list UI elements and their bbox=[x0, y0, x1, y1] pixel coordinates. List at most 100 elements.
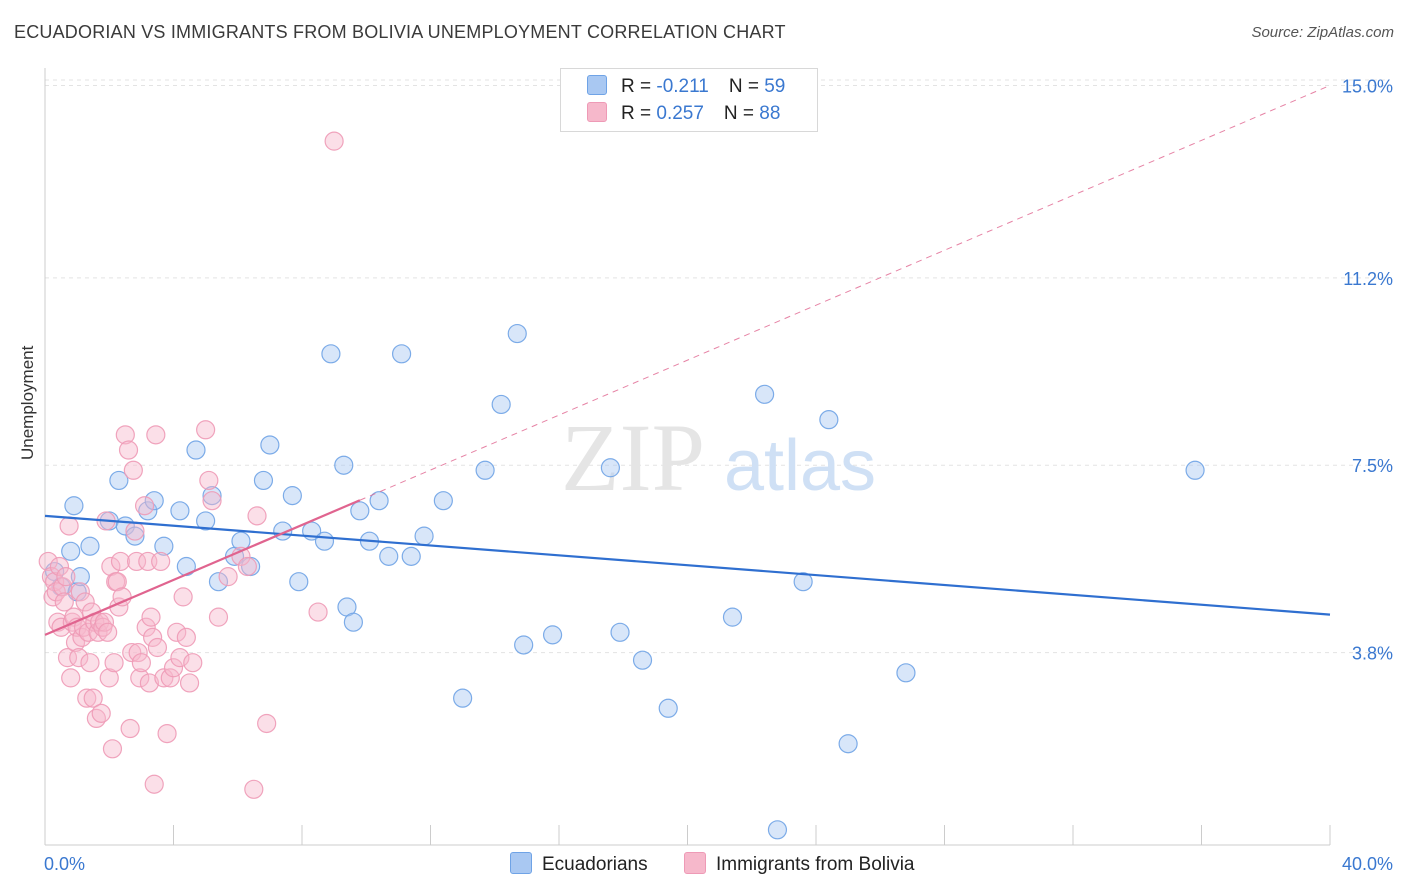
ecuadorian-point bbox=[1185, 460, 1205, 480]
ecuadorian-point bbox=[401, 546, 421, 566]
ecuadorian-point bbox=[80, 536, 100, 556]
ecuadorian-point bbox=[793, 572, 813, 592]
legend-r-label: R = bbox=[621, 103, 657, 124]
bolivia-point bbox=[70, 582, 90, 602]
bolivia-point bbox=[163, 658, 184, 678]
ecuadorian-point bbox=[64, 496, 84, 516]
ecuadorian-point bbox=[819, 410, 839, 430]
bolivia-point bbox=[54, 592, 74, 612]
x-tick-label: 40.0% bbox=[1342, 854, 1393, 874]
bolivia-point bbox=[151, 551, 171, 572]
bolivia-point bbox=[154, 668, 174, 688]
legend-r-label: R = bbox=[621, 76, 657, 97]
bolivia-point bbox=[115, 425, 135, 445]
ecuadorian-point bbox=[282, 486, 302, 506]
ecuadorian-point bbox=[475, 460, 495, 480]
legend-n-value: 88 bbox=[759, 103, 781, 124]
ecuadorian-point bbox=[202, 486, 222, 506]
bolivia-point bbox=[170, 648, 190, 668]
ecuadorian-point bbox=[186, 440, 206, 460]
bolivia-point bbox=[107, 572, 127, 592]
ecuadorian-point bbox=[433, 491, 453, 511]
bolivia-point bbox=[218, 567, 238, 587]
ecuadorian-point bbox=[144, 491, 164, 511]
ecuadorian-point bbox=[514, 635, 534, 655]
bolivia-point bbox=[98, 622, 118, 642]
ecuadorian-point bbox=[208, 572, 229, 592]
legend-r-value: 0.257 bbox=[656, 103, 704, 124]
bolivia-point bbox=[77, 688, 97, 708]
bolivia-point bbox=[120, 718, 140, 739]
y-axis-label: Unemployment bbox=[18, 345, 37, 460]
ecuadorian-point bbox=[754, 384, 775, 404]
source-label: Source: ZipAtlas.com bbox=[1251, 24, 1394, 41]
bolivia-point bbox=[131, 653, 151, 673]
ecuadorian-point bbox=[767, 820, 788, 840]
legend-n-label: N = bbox=[728, 76, 765, 97]
bolivia-point bbox=[125, 521, 145, 541]
axes bbox=[44, 68, 1331, 846]
watermark-zip: ZIP bbox=[561, 404, 705, 511]
ecuadorian-point bbox=[658, 698, 678, 718]
bolivia-point bbox=[167, 622, 187, 642]
bolivia-point bbox=[43, 587, 63, 607]
ecuadorian-point bbox=[154, 536, 174, 556]
chart-title: ECUADORIAN VS IMMIGRANTS FROM BOLIVIA UN… bbox=[14, 22, 786, 42]
bolivia-point bbox=[104, 653, 124, 673]
ecuadorian-point bbox=[109, 470, 129, 491]
bolivia-point bbox=[176, 627, 196, 647]
bottom-legend-ecuadorians[interactable]: Ecuadorians bbox=[510, 852, 648, 876]
y-tick-label: 15.0% bbox=[1342, 76, 1393, 96]
ecuadorian-point bbox=[507, 323, 527, 344]
legend-row-ecuadorians: R = -0.211 N = 59 bbox=[587, 75, 785, 99]
y-tick-label: 11.2% bbox=[1343, 269, 1393, 289]
bolivia-point bbox=[247, 506, 267, 526]
bolivia-point bbox=[143, 627, 163, 647]
bolivia-point bbox=[80, 653, 100, 673]
ecuadorian-point bbox=[343, 612, 363, 632]
ecuadorian-point bbox=[314, 531, 335, 551]
ecuadorian-point bbox=[542, 625, 563, 645]
bolivia-point bbox=[126, 551, 147, 572]
bolivia-point bbox=[183, 653, 203, 673]
ecuadorian-point bbox=[391, 344, 412, 364]
ecuadorian-point bbox=[170, 501, 190, 521]
bolivia-point bbox=[237, 556, 257, 577]
bolivia-point bbox=[173, 587, 193, 607]
bottom-legend-label: Ecuadorians bbox=[542, 854, 648, 875]
y-tick-label: 3.8% bbox=[1352, 644, 1393, 664]
legend-n-label: N = bbox=[723, 103, 760, 124]
bolivia-point bbox=[196, 420, 216, 440]
bolivia-point bbox=[208, 607, 229, 627]
legend-row-bolivia: R = 0.257 N = 88 bbox=[587, 102, 780, 126]
ecuadorian-point bbox=[453, 688, 473, 708]
bolivia-point bbox=[308, 602, 328, 622]
bolivia-trend-line bbox=[44, 499, 361, 636]
bolivia-point bbox=[144, 774, 164, 794]
bolivia-point bbox=[99, 668, 119, 688]
ecuadorian-point bbox=[321, 344, 341, 364]
bolivia-point bbox=[324, 131, 344, 151]
ecuadorian-point bbox=[610, 622, 630, 642]
ecuadorian-point bbox=[334, 455, 354, 475]
bolivia-point bbox=[102, 739, 123, 759]
bolivia-point bbox=[49, 556, 70, 577]
ecuadorian-point bbox=[253, 470, 274, 491]
bolivia-point bbox=[65, 632, 86, 653]
bolivia-point bbox=[46, 582, 66, 602]
bolivia-point bbox=[147, 637, 168, 658]
bottom-legend-label: Immigrants from Bolivia bbox=[716, 854, 915, 875]
bottom-legend-bolivia[interactable]: Immigrants from Bolivia bbox=[684, 852, 915, 876]
bolivia-point bbox=[179, 673, 200, 693]
correlation-legend: R = -0.211 N = 59 R = 0.257 N = 88 bbox=[560, 68, 818, 132]
legend-swatch-bolivia bbox=[587, 102, 607, 122]
tick-labels: 3.8% 7.5% 11.2% 15.0% 0.0% 40.0% bbox=[44, 76, 1393, 874]
bolivia-point bbox=[134, 496, 155, 516]
ecuadorian-point bbox=[125, 526, 145, 546]
data-points bbox=[38, 131, 1205, 840]
ecuadorian-point bbox=[491, 394, 511, 415]
ecuadorian-point bbox=[369, 491, 389, 511]
legend-r-value: -0.211 bbox=[656, 76, 709, 97]
ecuadorian-point bbox=[896, 663, 916, 683]
ecuadorian-point bbox=[196, 511, 216, 531]
